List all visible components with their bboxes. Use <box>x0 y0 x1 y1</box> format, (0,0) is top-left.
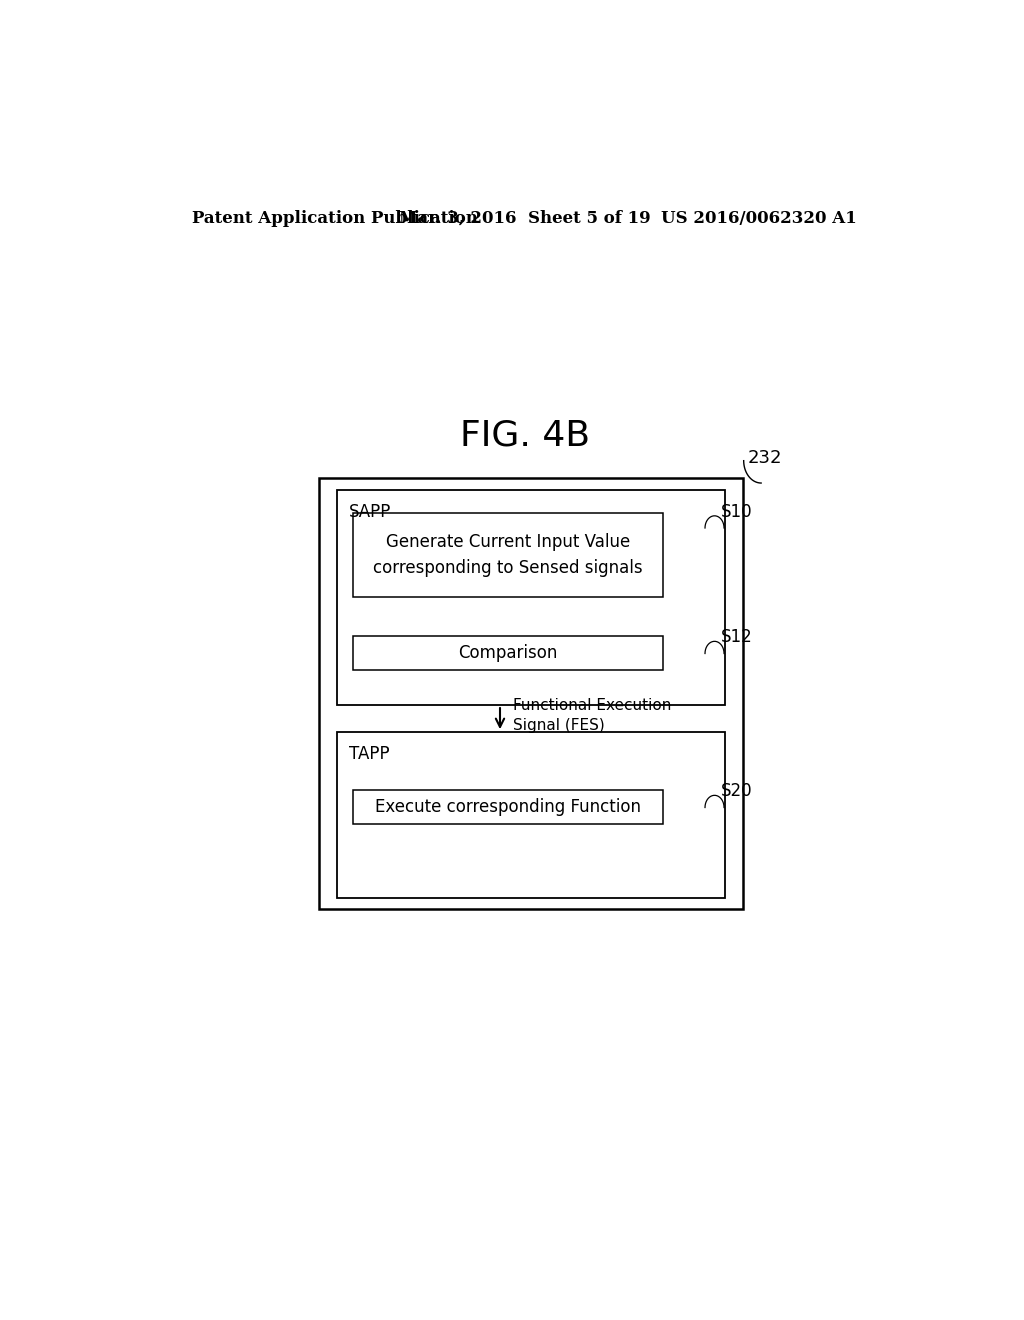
Text: FIG. 4B: FIG. 4B <box>460 418 590 453</box>
Text: S10: S10 <box>721 503 753 520</box>
Text: Comparison: Comparison <box>458 644 557 663</box>
Text: Execute corresponding Function: Execute corresponding Function <box>375 799 641 816</box>
Bar <box>337 733 725 898</box>
Text: Functional Execution
Signal (FES): Functional Execution Signal (FES) <box>513 698 672 733</box>
Bar <box>352 789 663 825</box>
Bar <box>352 636 663 671</box>
Bar <box>319 478 742 909</box>
Text: US 2016/0062320 A1: US 2016/0062320 A1 <box>660 210 856 227</box>
Text: TAPP: TAPP <box>349 744 389 763</box>
Bar <box>337 490 725 705</box>
Bar <box>352 512 663 598</box>
Text: SAPP: SAPP <box>349 503 391 520</box>
Text: S20: S20 <box>721 781 753 800</box>
Text: 232: 232 <box>749 450 782 467</box>
Text: Mar. 3, 2016  Sheet 5 of 19: Mar. 3, 2016 Sheet 5 of 19 <box>399 210 650 227</box>
Text: Generate Current Input Value
corresponding to Sensed signals: Generate Current Input Value correspondi… <box>373 533 643 577</box>
Text: S12: S12 <box>721 628 753 645</box>
Text: Patent Application Publication: Patent Application Publication <box>193 210 478 227</box>
